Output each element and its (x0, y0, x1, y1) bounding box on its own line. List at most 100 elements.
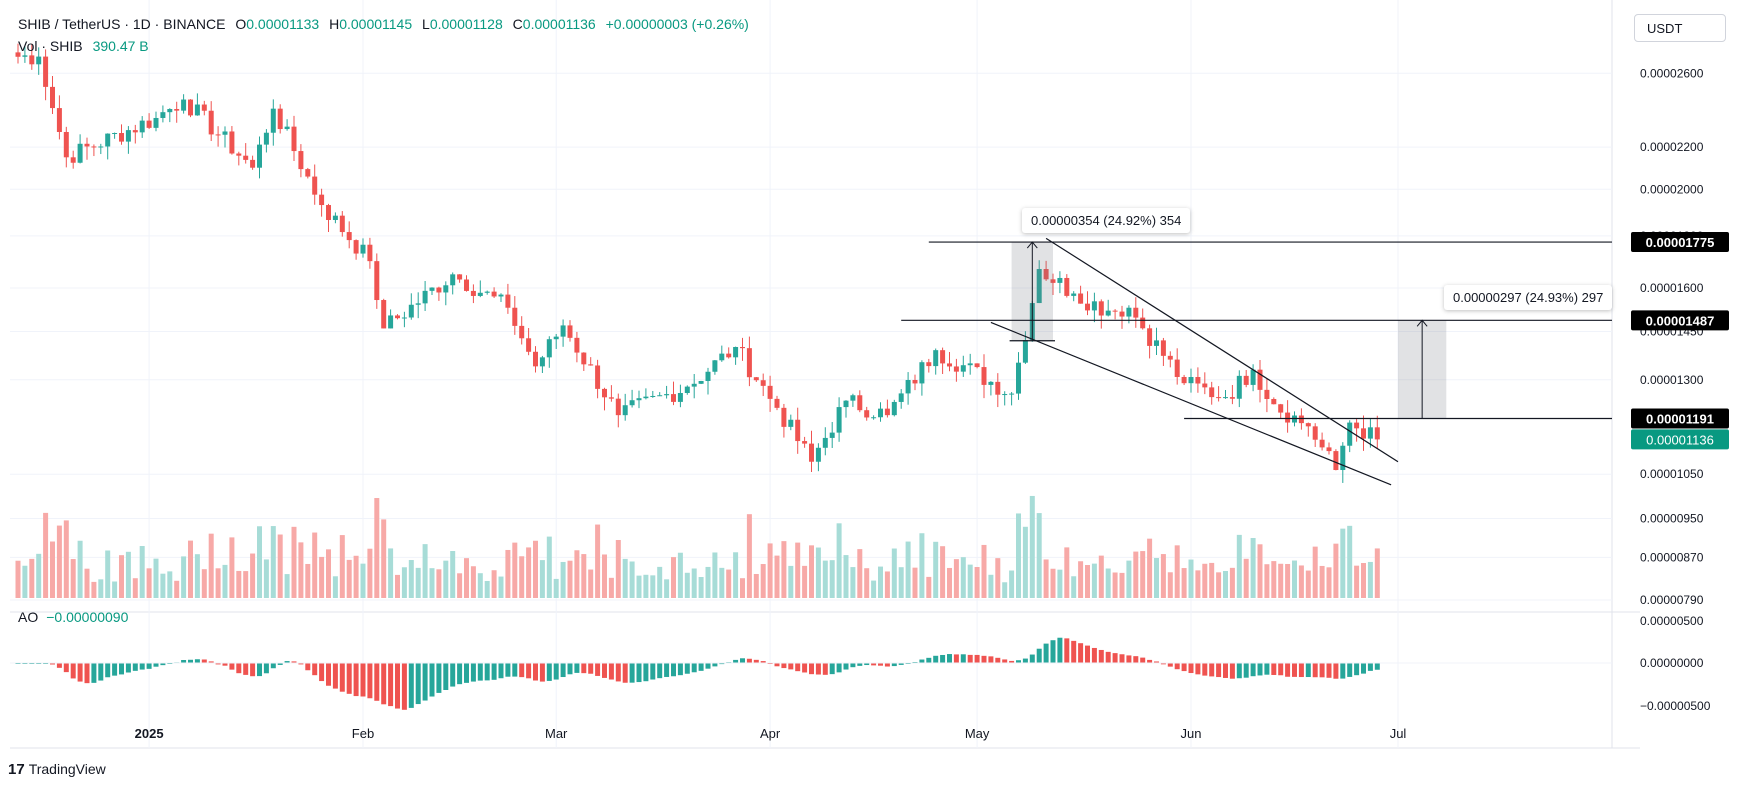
volume-bar (1078, 561, 1084, 598)
ao-bar (1098, 649, 1104, 663)
candle-body (367, 244, 373, 262)
volume-bar (781, 541, 787, 598)
volume-bar (277, 534, 283, 598)
candle-body (153, 117, 159, 128)
ao-bar (381, 663, 387, 705)
candle-body (560, 325, 566, 337)
ao-bar (1354, 663, 1360, 676)
candle-body (1223, 397, 1228, 399)
volume-bar (726, 569, 732, 598)
candle-body (1361, 428, 1366, 439)
ao-bar (1326, 663, 1332, 678)
volume-bar (395, 574, 400, 598)
ao-bar (1374, 663, 1380, 670)
candle-body (774, 398, 780, 408)
candle-body (795, 419, 801, 442)
candle-body (850, 395, 856, 401)
volume-bar (332, 576, 338, 598)
candle-body (1098, 301, 1104, 316)
volume-bar (740, 578, 745, 598)
ao-bar (284, 661, 290, 663)
candle-body (1264, 389, 1270, 400)
ao-bar (567, 663, 573, 675)
candle-body (63, 131, 69, 158)
candle-body (746, 348, 752, 378)
volume-bar (912, 567, 918, 598)
volume-bar (215, 568, 221, 598)
ao-bar (1119, 654, 1125, 663)
candle-body (263, 132, 269, 145)
candle-body (291, 126, 297, 152)
volume-bar (1133, 551, 1139, 598)
ao-bar (526, 663, 532, 679)
ao-bar (1229, 663, 1235, 679)
volume-bar (629, 561, 635, 598)
ao-bar (1361, 663, 1366, 674)
y-tick-label: 0.00000790 (1640, 593, 1704, 607)
candle-body (546, 339, 552, 358)
volume-bar (15, 560, 21, 598)
candle-body (1071, 293, 1077, 296)
volume-bar (360, 563, 366, 598)
volume-bar (1236, 534, 1242, 598)
volume-bar (988, 574, 994, 598)
ao-bar (884, 663, 890, 667)
candle-body (857, 395, 863, 411)
candle-body (891, 401, 897, 416)
ao-bar (857, 663, 863, 666)
ao-bar (291, 661, 297, 663)
candle-body (257, 144, 262, 168)
volume-bar (850, 567, 856, 598)
candle-body (388, 315, 394, 329)
volume-bar (553, 578, 559, 598)
candle-body (422, 290, 428, 304)
ao-bar (774, 663, 780, 667)
ao-bar (498, 663, 504, 679)
ao-bar (546, 663, 552, 681)
ao-bar (360, 663, 366, 697)
volume-bar (319, 556, 325, 598)
ao-bar (643, 663, 649, 682)
volume-bar (401, 567, 407, 598)
candle-body (1140, 317, 1146, 329)
candle-body (608, 397, 614, 399)
candle-body (1126, 307, 1132, 317)
ao-bar (1091, 647, 1097, 663)
candle-body (933, 350, 939, 367)
candle-body (829, 432, 835, 438)
price-label-box (1631, 232, 1729, 253)
volume-bar (878, 566, 883, 598)
left-measure-label: 0.00000354 (24.92%) 354 (1022, 208, 1191, 233)
volume-bar (664, 579, 670, 598)
candle-body (1057, 277, 1063, 283)
currency-button[interactable]: USDT (1634, 14, 1726, 42)
ao-bar (222, 663, 228, 666)
volume-bar (470, 566, 476, 598)
candle-body (181, 99, 187, 111)
volume-bar (1209, 562, 1215, 598)
candle-body (98, 146, 104, 148)
volume-bar (56, 525, 62, 598)
candle-body (1133, 307, 1139, 318)
ao-bar (188, 659, 193, 663)
volume-header: Vol · SHIB 390.47 B (18, 38, 149, 54)
ao-bar (898, 663, 904, 665)
ao-bar (1043, 643, 1049, 663)
volume-bar (933, 541, 939, 598)
ao-bar (1216, 663, 1222, 678)
ao-bar (139, 663, 145, 670)
candle-body (822, 437, 828, 448)
ao-bar (595, 663, 601, 676)
volume-bar (760, 564, 766, 598)
ao-bar (1071, 640, 1077, 663)
ao-bar (622, 663, 628, 683)
candle-body (684, 386, 690, 393)
volume-bar (1160, 554, 1166, 598)
candle-body (788, 419, 794, 427)
candle-body (526, 338, 532, 352)
volume-bar (415, 567, 421, 598)
volume-bar (367, 548, 373, 598)
ao-header: AO −0.00000090 (18, 609, 128, 625)
volume-bar (1257, 544, 1263, 598)
